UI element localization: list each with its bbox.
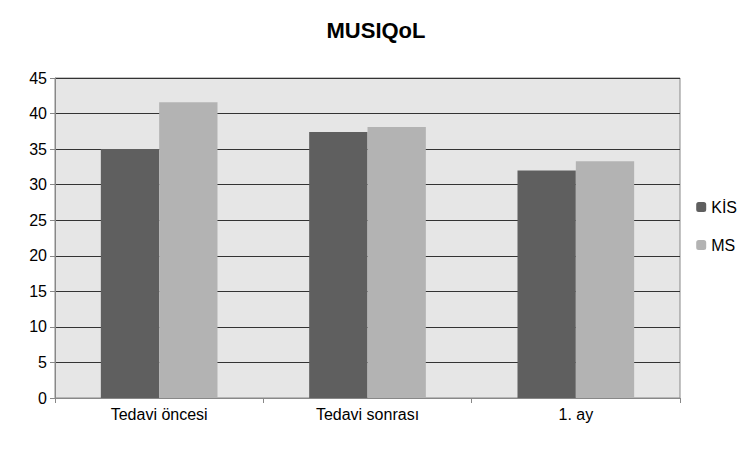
svg-text:35: 35 bbox=[29, 141, 47, 158]
svg-text:MS: MS bbox=[711, 237, 735, 254]
svg-text:15: 15 bbox=[29, 283, 47, 300]
svg-text:25: 25 bbox=[29, 212, 47, 229]
svg-text:KİS: KİS bbox=[711, 198, 737, 216]
svg-text:5: 5 bbox=[38, 354, 47, 371]
svg-text:0: 0 bbox=[38, 390, 47, 407]
svg-text:45: 45 bbox=[29, 70, 47, 87]
svg-text:Tedavi öncesi: Tedavi öncesi bbox=[111, 406, 208, 423]
svg-text:MUSIQoL: MUSIQoL bbox=[327, 18, 426, 43]
svg-text:10: 10 bbox=[29, 318, 47, 335]
svg-text:1. ay: 1. ay bbox=[558, 406, 593, 423]
svg-text:Tedavi sonrası: Tedavi sonrası bbox=[316, 406, 419, 423]
svg-text:20: 20 bbox=[29, 247, 47, 264]
svg-text:40: 40 bbox=[29, 105, 47, 122]
svg-text:30: 30 bbox=[29, 176, 47, 193]
